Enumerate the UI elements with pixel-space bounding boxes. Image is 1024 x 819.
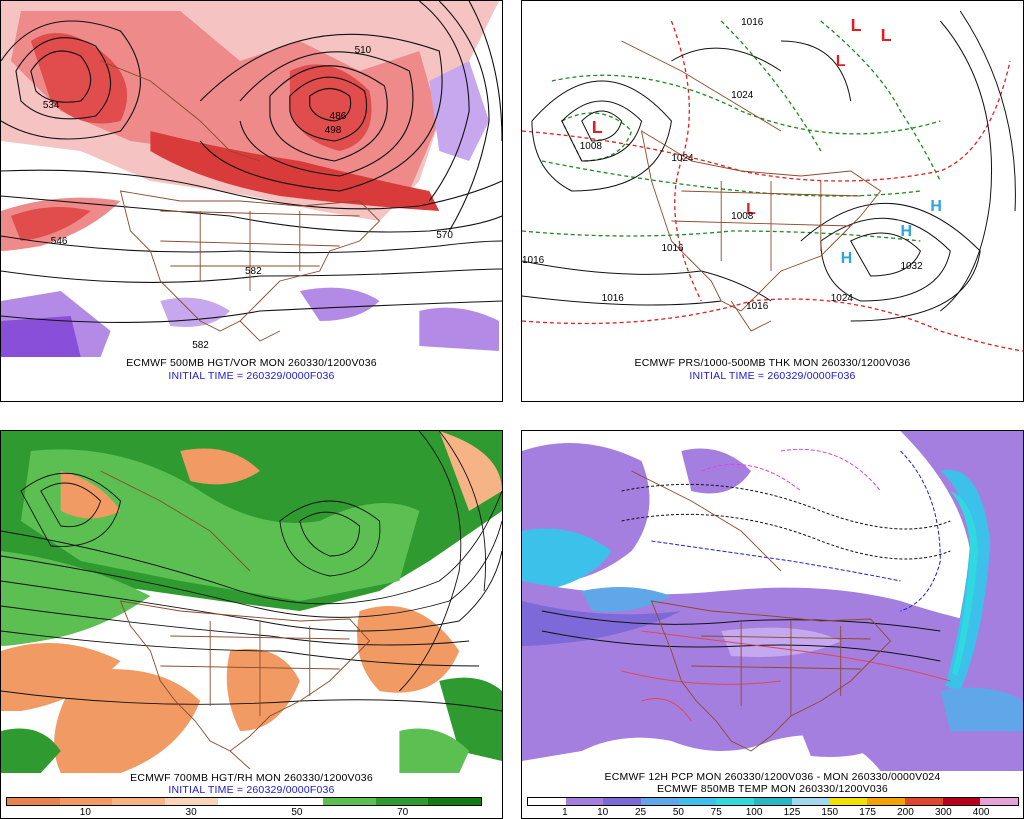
contour-label: 510: [355, 45, 372, 56]
contour-label: 498: [325, 125, 342, 136]
colorbar-swatch: [829, 798, 868, 805]
contour-label: 582: [245, 266, 262, 277]
contour-label: 534: [43, 100, 60, 111]
colorbar-swatch: [112, 798, 166, 805]
colorbar-swatch: [428, 798, 482, 805]
initial-time-caption: INITIAL TIME = 260329/0000F036: [168, 784, 335, 796]
isobar-label: 1008: [580, 141, 603, 152]
isobar-label: 1032: [900, 261, 923, 272]
pcp-colorbar-ticks: 1 10 25 50 75 100 125 150 175 200 300 400: [527, 807, 1019, 818]
svg-text:H: H: [930, 198, 942, 215]
colorbar-tick-label: 1: [562, 807, 568, 818]
colorbar-swatch: [375, 798, 429, 805]
isobar-label: 1016: [741, 17, 764, 28]
panel-700mb-hgt-rh: ECMWF 700MB HGT/RH MON 260330/1200V036 I…: [0, 430, 503, 819]
contour-label: 486: [330, 111, 347, 122]
colorbar-tick-label: 25: [634, 807, 647, 818]
isobar-label: 1016: [522, 255, 545, 266]
colorbar-swatch: [791, 798, 830, 805]
isobar-label: 1016: [602, 293, 625, 304]
svg-text:L: L: [746, 201, 756, 218]
isobar-label: 1024: [731, 90, 754, 101]
colorbar-swatch: [59, 798, 113, 805]
svg-text:L: L: [592, 117, 603, 137]
colorbar-swatch: [165, 798, 218, 805]
colorbar-swatch: [754, 798, 792, 805]
contour-label: 546: [51, 236, 68, 247]
rh-colorbar: [6, 797, 482, 806]
map-pcp: [522, 431, 1023, 771]
contour-label: 582: [192, 340, 209, 351]
colorbar-tick-label: 125: [783, 807, 801, 818]
isobar-label: 1016: [661, 243, 684, 254]
colorbar-tick-label: 75: [710, 807, 722, 818]
map-prs-thk: L L L L L H H H 1016 1008 1016 1024 1024…: [522, 1, 1023, 357]
isobar-label: 1024: [831, 293, 854, 304]
contour-label: 570: [436, 230, 453, 241]
panel-prs-thk: L L L L L H H H 1016 1008 1016 1024 1024…: [521, 0, 1024, 402]
panel-pcp-850-temp: ECMWF 12H PCP MON 260330/1200V036 - MON …: [521, 430, 1024, 819]
colorbar-swatch: [603, 798, 642, 805]
colorbar-tick-label: 70: [397, 807, 409, 818]
pcp-colorbar: [527, 797, 1019, 806]
rh-colorbar-ticks: 1030507090: [6, 807, 482, 818]
isobar-label: 1024: [671, 153, 694, 164]
colorbar-swatch: [270, 798, 324, 805]
colorbar-swatch: [528, 798, 566, 805]
colorbar-swatch: [678, 798, 717, 805]
map-caption: ECMWF 700MB HGT/RH MON 260330/1200V036: [130, 772, 373, 784]
svg-text:L: L: [851, 15, 862, 35]
map-caption: ECMWF 500MB HGT/VOR MON 260330/1200V036: [126, 357, 377, 369]
colorbar-tick-label: 400: [972, 807, 990, 818]
temp-caption: ECMWF 850MB TEMP MON 260330/1200V036: [657, 783, 888, 795]
colorbar-swatch: [980, 798, 1018, 805]
panel-500mb-hgt-vor: 534 510 498 486 570 582 582 546 ECMWF 50…: [0, 0, 503, 402]
isobar-label: 1016: [746, 301, 769, 312]
colorbar-tick-label: 100: [745, 807, 763, 818]
colorbar-tick-label: 50: [291, 807, 303, 818]
colorbar-tick-label: 300: [934, 807, 952, 818]
svg-text:L: L: [836, 53, 846, 70]
colorbar-swatch: [323, 798, 376, 805]
initial-time-caption: INITIAL TIME = 260329/0000F036: [689, 370, 856, 382]
colorbar-swatch: [867, 798, 905, 805]
colorbar-swatch: [716, 798, 755, 805]
colorbar-tick-label: 30: [185, 807, 197, 818]
map-caption: ECMWF 12H PCP MON 260330/1200V036 - MON …: [604, 771, 941, 783]
svg-text:H: H: [900, 223, 912, 240]
initial-time-caption: INITIAL TIME = 260329/0000F036: [168, 370, 335, 382]
colorbar-tick-label: 10: [79, 807, 91, 818]
colorbar-swatch: [641, 798, 679, 805]
map-700mb: [1, 431, 502, 773]
colorbar-tick-label: 200: [897, 807, 914, 818]
colorbar-swatch: [904, 798, 943, 805]
colorbar-tick-label: 10: [597, 807, 609, 818]
colorbar-tick-label: 150: [821, 807, 839, 818]
colorbar-swatch: [942, 798, 981, 805]
map-caption: ECMWF PRS/1000-500MB THK MON 260330/1200…: [634, 357, 911, 369]
colorbar-swatch: [565, 798, 604, 805]
map-500mb: 534 510 498 486 570 582 582 546: [1, 1, 502, 357]
colorbar-tick-label: 50: [672, 807, 684, 818]
colorbar-swatch: [217, 798, 271, 805]
svg-text:L: L: [881, 25, 892, 45]
colorbar-tick-label: 175: [859, 807, 876, 818]
isobar-label: 1008: [731, 211, 754, 222]
colorbar-swatch: [7, 798, 60, 805]
svg-text:H: H: [841, 250, 853, 267]
